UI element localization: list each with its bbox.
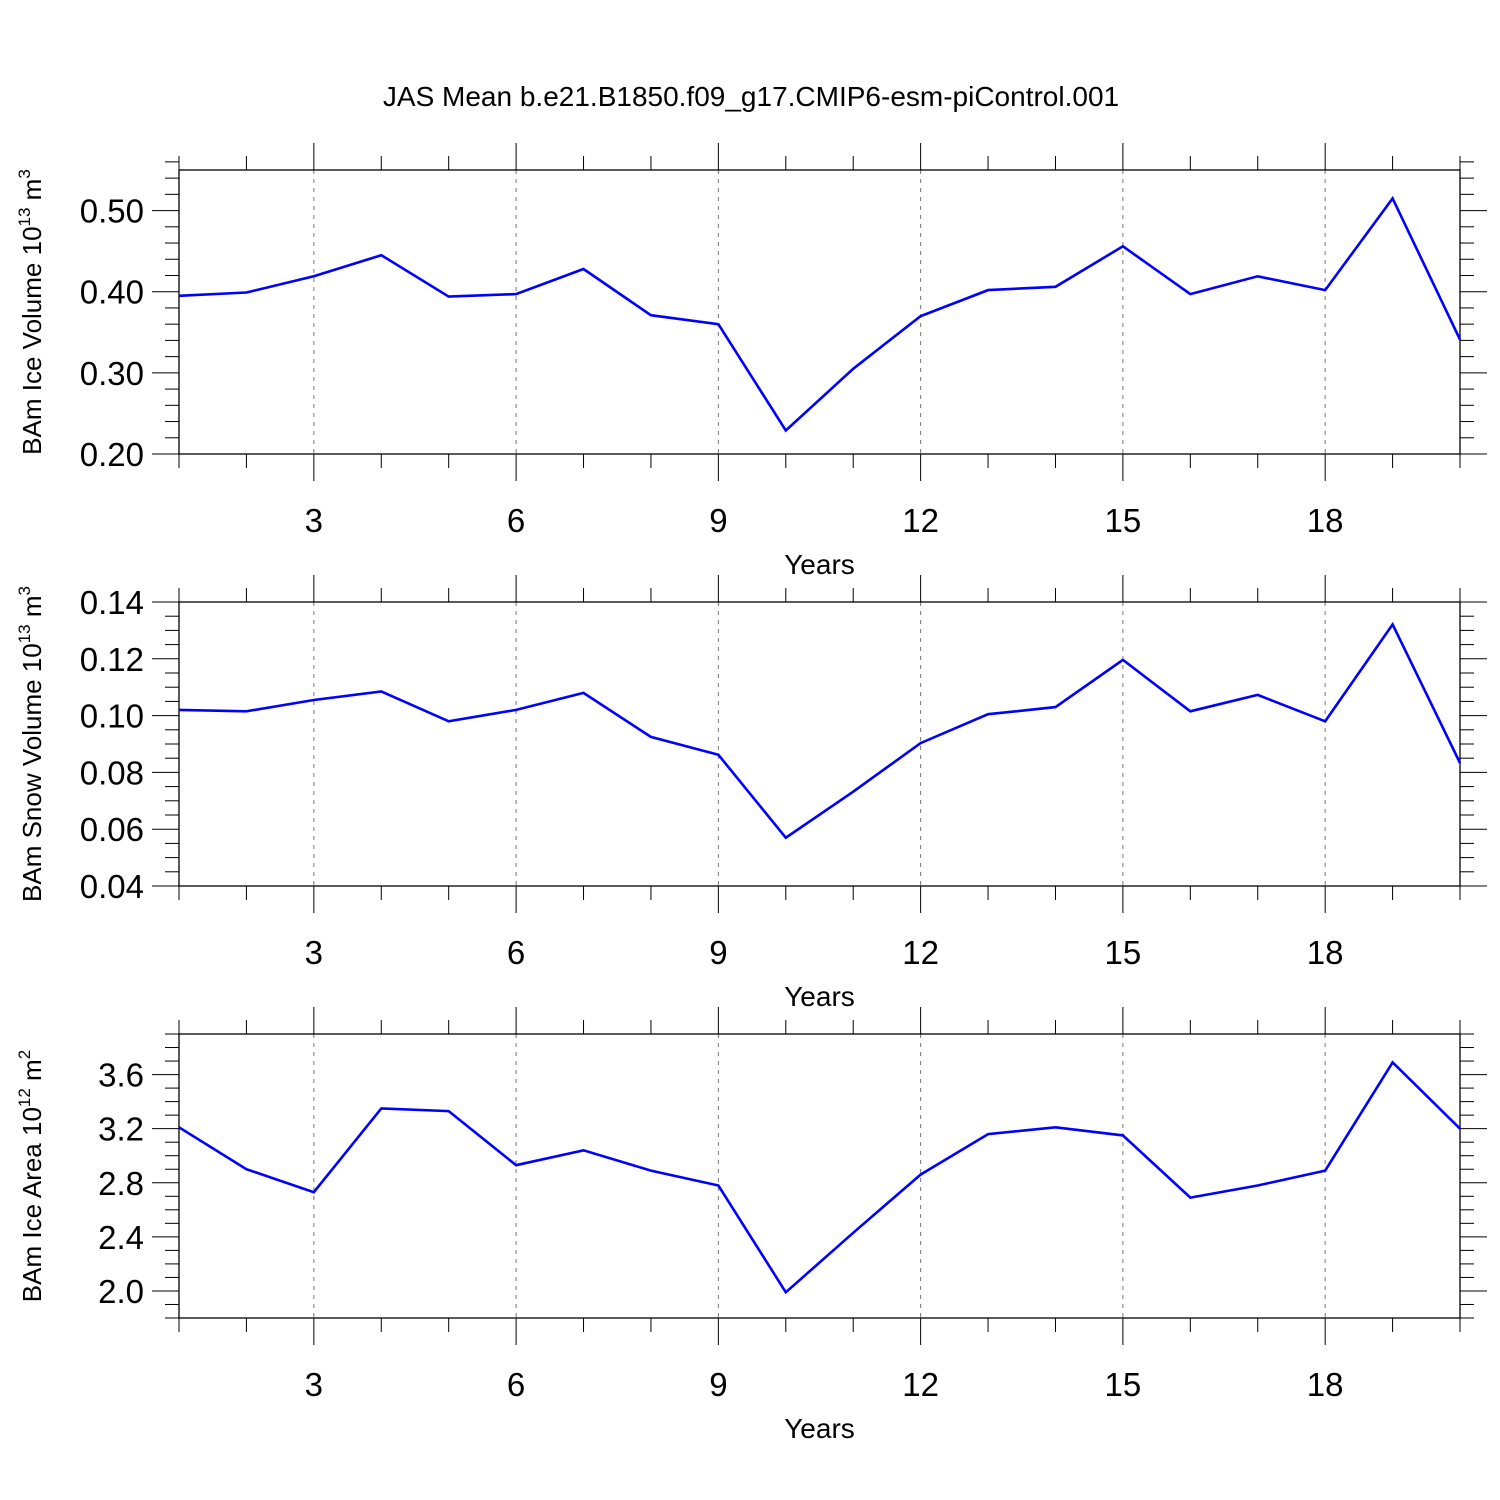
y-axis-label-part: m bbox=[17, 1059, 47, 1088]
y-axis-label: BAm Snow Volume 1013 m3 bbox=[15, 586, 47, 902]
figure-title: JAS Mean b.e21.B1850.f09_g17.CMIP6-esm-p… bbox=[383, 81, 1119, 112]
y-axis-label-part: m bbox=[17, 179, 47, 208]
x-tick-label: 18 bbox=[1307, 502, 1344, 539]
y-axis-label-superscript: 2 bbox=[15, 1050, 34, 1059]
plot-frame bbox=[178, 169, 1461, 455]
y-axis-label-superscript: 13 bbox=[15, 208, 34, 227]
x-tick-label: 12 bbox=[902, 502, 939, 539]
y-axis-label-part: BAm Ice Area 10 bbox=[17, 1107, 47, 1302]
y-tick-label: 2.8 bbox=[98, 1165, 144, 1202]
x-tick-label: 9 bbox=[709, 502, 727, 539]
y-tick-label: 0.04 bbox=[80, 868, 144, 905]
x-tick-label: 3 bbox=[305, 1366, 323, 1403]
x-axis-label: Years bbox=[784, 549, 855, 580]
x-axis-label: Years bbox=[784, 981, 855, 1012]
y-tick-label: 0.20 bbox=[80, 436, 144, 473]
series-line bbox=[178, 621, 1462, 840]
plot-frame bbox=[178, 1033, 1461, 1319]
y-tick-label: 0.30 bbox=[80, 355, 144, 392]
y-tick-label: 3.6 bbox=[98, 1057, 144, 1094]
y-tick-label: 0.50 bbox=[80, 193, 144, 230]
y-axis-label-superscript: 12 bbox=[15, 1088, 34, 1107]
y-axis-label-superscript: 3 bbox=[15, 586, 34, 595]
series-line bbox=[178, 195, 1462, 433]
series-line bbox=[178, 1060, 1461, 1295]
y-tick-label: 0.14 bbox=[80, 584, 144, 621]
y-tick-label: 2.0 bbox=[98, 1273, 144, 1310]
x-tick-label: 12 bbox=[902, 934, 939, 971]
y-tick-label: 2.4 bbox=[98, 1219, 144, 1256]
y-axis-label-superscript: 3 bbox=[15, 169, 34, 178]
plot-frame bbox=[178, 601, 1461, 887]
x-tick-label: 18 bbox=[1307, 934, 1344, 971]
x-tick-label: 12 bbox=[902, 1366, 939, 1403]
x-tick-label: 6 bbox=[507, 502, 525, 539]
x-tick-label: 6 bbox=[507, 1366, 525, 1403]
y-axis-label-superscript: 13 bbox=[15, 624, 34, 643]
x-tick-label: 9 bbox=[709, 934, 727, 971]
x-tick-label: 15 bbox=[1105, 934, 1142, 971]
x-tick-label: 6 bbox=[507, 934, 525, 971]
x-tick-label: 15 bbox=[1105, 1366, 1142, 1403]
y-axis-label-part: BAm Snow Volume 10 bbox=[17, 643, 47, 902]
y-tick-label: 0.12 bbox=[80, 641, 144, 678]
y-axis-label-part: BAm Ice Volume 10 bbox=[17, 226, 47, 454]
y-tick-label: 0.08 bbox=[80, 754, 144, 791]
x-axis-label: Years bbox=[784, 1413, 855, 1444]
y-axis-label: BAm Ice Volume 1013 m3 bbox=[15, 169, 47, 455]
y-axis-label: BAm Ice Area 1012 m2 bbox=[15, 1050, 47, 1302]
panel-snow-volume: 3 6 9 12 15 18 0.04 0.06 0.08 0.10 0.12 0.14 Years BA… bbox=[15, 575, 1487, 1012]
y-tick-label: 0.10 bbox=[80, 698, 144, 735]
y-tick-label: 3.2 bbox=[98, 1111, 144, 1148]
y-tick-label: 0.40 bbox=[80, 274, 144, 311]
x-tick-label: 3 bbox=[305, 934, 323, 971]
x-tick-label: 15 bbox=[1105, 502, 1142, 539]
x-tick-label: 3 bbox=[305, 502, 323, 539]
x-tick-label: 9 bbox=[709, 1366, 727, 1403]
panel-ice-area: 3 6 9 12 15 18 2.0 2.4 2.8 3.2 3.6 Years BAm Ice Are… bbox=[15, 1007, 1487, 1444]
y-tick-label: 0.06 bbox=[80, 811, 144, 848]
y-axis-label-part: m bbox=[17, 595, 47, 624]
panel-ice-volume: 3 6 9 12 15 18 0.20 0.30 0.40 0.50 Years BAm Ice Vo… bbox=[15, 143, 1487, 580]
x-tick-label: 18 bbox=[1307, 1366, 1344, 1403]
